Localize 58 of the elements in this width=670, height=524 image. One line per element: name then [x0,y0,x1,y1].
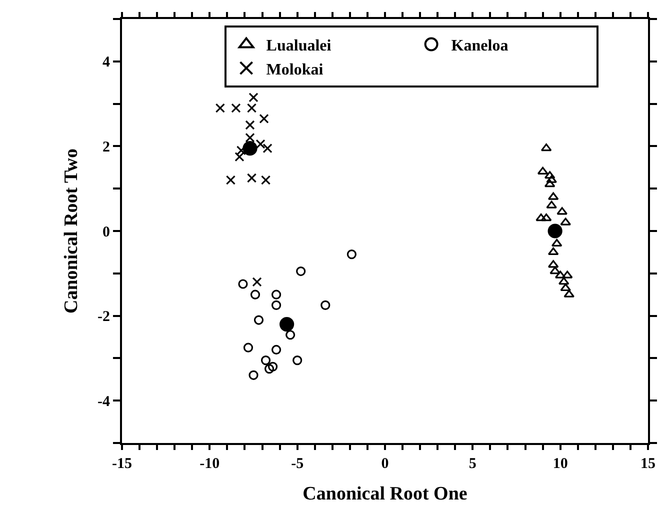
point [245,132,255,143]
point [540,213,552,222]
x-axis-title: Canonical Root One [302,483,468,504]
point [236,146,246,156]
point [296,266,306,276]
point [260,175,271,185]
point [550,266,560,274]
point [254,315,264,325]
x-tick-label: -10 [200,456,220,472]
point [271,300,282,310]
point [546,200,557,208]
point [238,279,248,289]
point [250,290,260,300]
point [346,250,356,260]
point [252,277,262,287]
point [292,356,302,366]
point [246,103,257,113]
legend-label: Kaneloa [451,38,508,54]
point [234,152,244,162]
x-tick-label: -5 [291,456,304,472]
point [260,356,271,366]
point [256,139,266,149]
point [231,103,241,113]
legend-label: Lualualei [266,38,332,54]
y-tick-label: -2 [98,309,110,326]
point [271,344,282,355]
point [271,290,282,300]
y-axis-title: Canonical Root Two [60,148,82,314]
point [215,103,225,113]
point [560,283,572,292]
point [259,114,269,124]
x-tick-label: 15 [640,456,656,472]
point [546,175,557,183]
y-tick-label: -4 [98,394,110,410]
y-tick-label: 4 [102,54,110,71]
x-tick-label: 0 [381,456,389,472]
point [548,224,562,238]
point [248,370,258,380]
point [536,213,546,222]
point [551,238,562,247]
point [243,342,254,352]
point [262,144,272,154]
point [280,316,294,332]
x-tick-label: 10 [552,456,568,472]
point [242,141,258,156]
x-tick-label: 5 [468,456,476,472]
point [248,92,258,102]
point [246,173,257,183]
y-tick-label: 2 [102,139,110,156]
point [286,330,296,340]
point [226,175,236,185]
point [245,120,255,130]
point [320,300,330,310]
point [268,362,278,372]
legend-label: Molokai [266,61,324,78]
point [264,364,274,374]
x-tick-label: -15 [112,456,132,472]
y-tick-label: 0 [102,224,110,240]
